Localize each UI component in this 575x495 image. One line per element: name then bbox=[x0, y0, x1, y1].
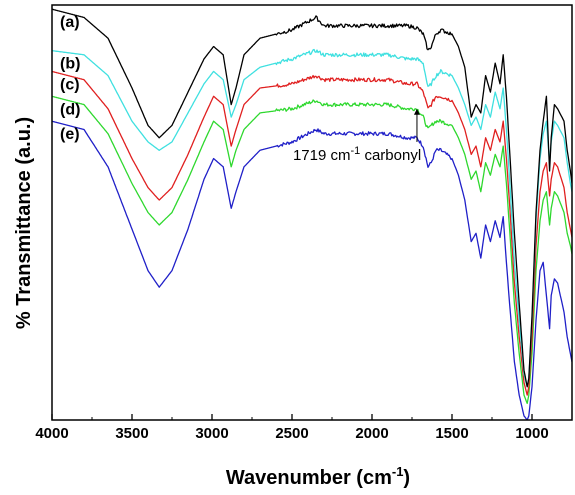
plot-frame bbox=[51, 4, 573, 421]
x-axis-title: Wavenumber (cm-1) bbox=[226, 464, 410, 489]
x-axis-title-main: Wavenumber (cm bbox=[226, 467, 392, 489]
x-axis-title-sup: -1 bbox=[392, 464, 404, 479]
annotation-text-sup: -1 bbox=[351, 145, 361, 157]
x-axis-title-end: ) bbox=[403, 467, 410, 489]
series-labels: (a) (b) (c) (d) (e) bbox=[60, 14, 80, 143]
series-label-a: (a) bbox=[60, 14, 80, 31]
annotation-text-main: 1719 cm bbox=[293, 147, 351, 164]
series-line-e bbox=[52, 120, 572, 420]
x-tick-label-1000: 1000 bbox=[515, 425, 548, 442]
x-tick-label-2000: 2000 bbox=[355, 425, 388, 442]
series-line-c bbox=[52, 70, 572, 396]
annotation-text: 1719 cm-1 carbonyl bbox=[293, 145, 421, 164]
series-label-d: (d) bbox=[60, 101, 80, 118]
x-ticks: 4000 3500 3000 2500 2000 1500 1000 bbox=[35, 414, 549, 442]
series-label-b: (b) bbox=[60, 56, 80, 73]
annotation-arrowhead bbox=[413, 108, 420, 115]
x-tick-label-2500: 2500 bbox=[275, 425, 308, 442]
y-axis-title: % Transmittance (a.u.) bbox=[13, 117, 35, 329]
series-label-e: (e) bbox=[60, 126, 80, 143]
x-tick-label-4000: 4000 bbox=[35, 425, 68, 442]
series-layer bbox=[52, 8, 572, 420]
carbonyl-annotation: 1719 cm-1 carbonyl bbox=[293, 108, 421, 164]
series-line-a bbox=[52, 8, 572, 388]
annotation-text-end: carbonyl bbox=[360, 147, 421, 164]
series-label-c: (c) bbox=[60, 76, 80, 93]
series-line-b bbox=[52, 48, 572, 388]
x-tick-label-3000: 3000 bbox=[195, 425, 228, 442]
x-tick-label-3500: 3500 bbox=[115, 425, 148, 442]
series-line-d bbox=[52, 95, 572, 405]
x-tick-label-1500: 1500 bbox=[435, 425, 468, 442]
